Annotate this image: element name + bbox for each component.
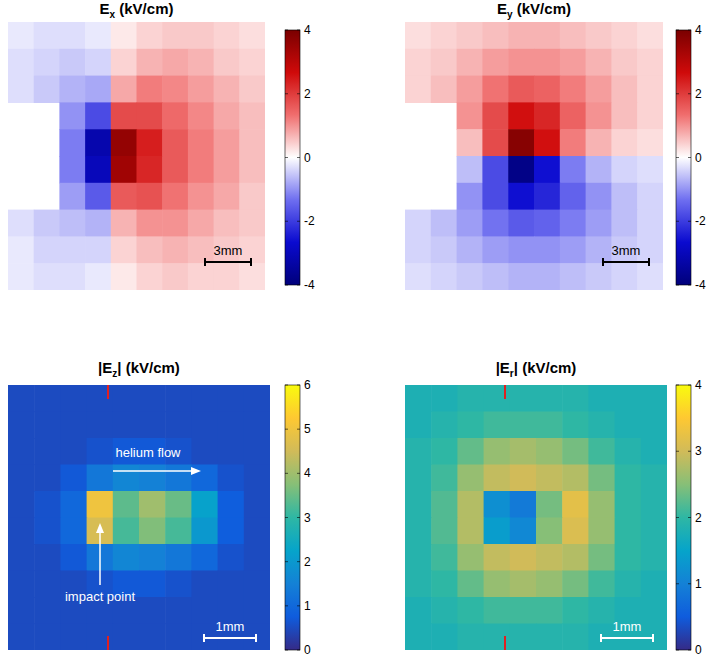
svg-text:3mm: 3mm [214, 243, 243, 258]
svg-text:2: 2 [304, 555, 311, 569]
svg-text:5: 5 [304, 422, 311, 436]
svg-text:2: 2 [695, 87, 702, 101]
svg-text:1mm: 1mm [613, 619, 642, 634]
svg-text:helium flow: helium flow [115, 445, 181, 460]
svg-text:|Er| (kV/cm): |Er| (kV/cm) [496, 359, 577, 379]
svg-text:3: 3 [695, 444, 702, 458]
svg-text:Ey (kV/cm): Ey (kV/cm) [497, 0, 571, 20]
svg-text:4: 4 [695, 378, 702, 392]
svg-text:1: 1 [304, 599, 311, 613]
svg-text:-4: -4 [304, 278, 315, 292]
svg-text:|Ez| (kV/cm): |Ez| (kV/cm) [98, 359, 180, 379]
svg-text:-4: -4 [695, 278, 706, 292]
svg-text:0: 0 [695, 151, 702, 165]
svg-text:0: 0 [304, 643, 311, 657]
svg-text:impact point: impact point [65, 589, 135, 604]
svg-text:2: 2 [695, 511, 702, 525]
svg-text:-2: -2 [695, 214, 706, 228]
svg-text:4: 4 [304, 23, 311, 37]
svg-text:Ex (kV/cm): Ex (kV/cm) [100, 0, 174, 20]
svg-text:1mm: 1mm [216, 619, 245, 634]
svg-text:4: 4 [695, 23, 702, 37]
svg-text:3: 3 [304, 511, 311, 525]
svg-text:2: 2 [304, 87, 311, 101]
svg-text:-2: -2 [304, 214, 315, 228]
svg-text:4: 4 [304, 466, 311, 480]
svg-text:0: 0 [695, 643, 702, 657]
svg-text:0: 0 [304, 151, 311, 165]
svg-text:3mm: 3mm [612, 243, 641, 258]
svg-text:6: 6 [304, 378, 311, 392]
svg-text:1: 1 [695, 577, 702, 591]
